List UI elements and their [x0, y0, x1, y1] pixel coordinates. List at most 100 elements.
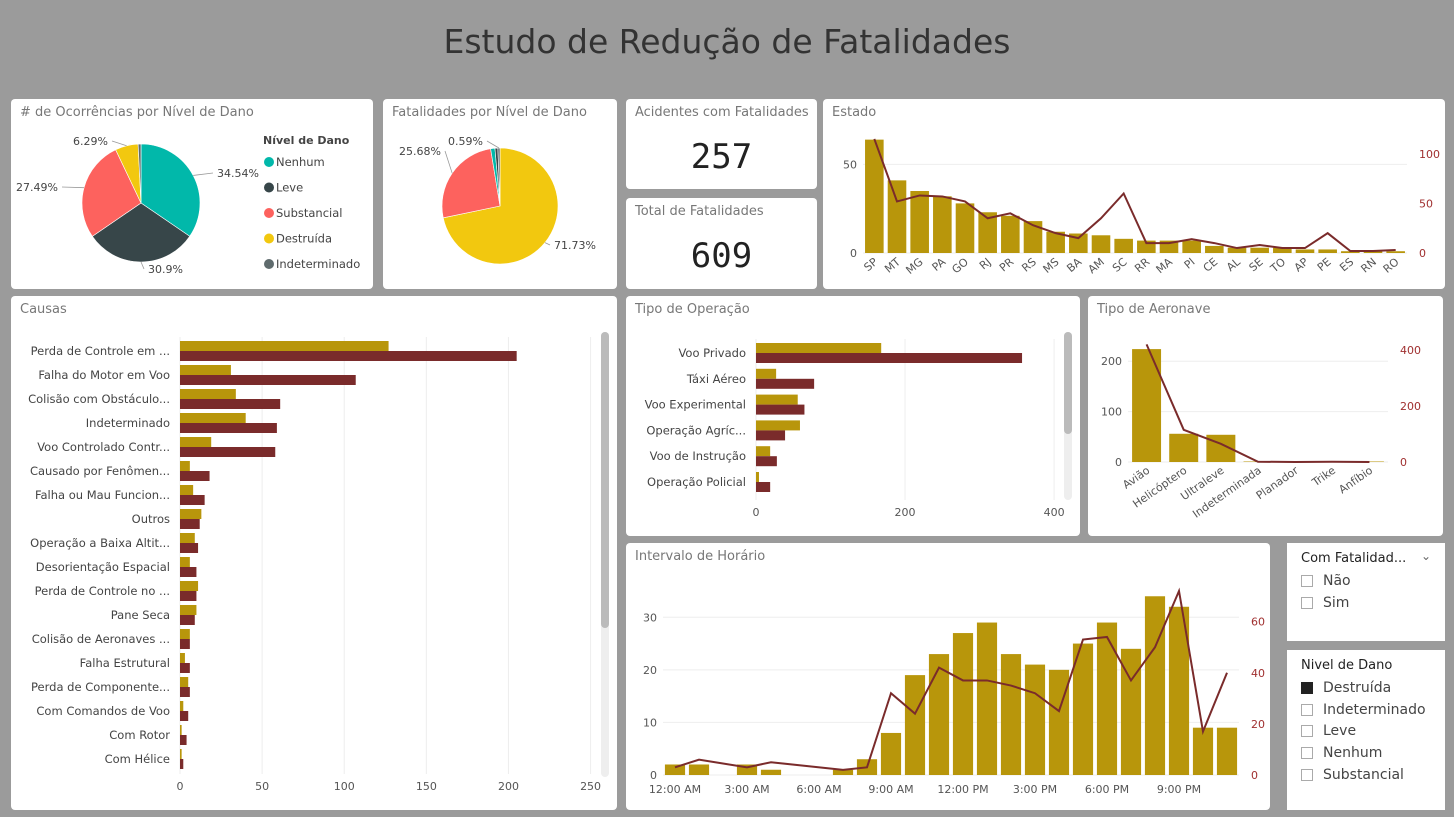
y-tick-right: 0: [1251, 769, 1258, 782]
x-tick: ES: [1337, 255, 1356, 274]
x-tick: MA: [1154, 255, 1176, 276]
card-fatalidades-pie[interactable]: Fatalidades por Nível de Dano 71.73% 25.6…: [383, 99, 617, 289]
y-tick-left: 30: [643, 611, 657, 624]
pie-ocorrencias[interactable]: 34.54% 30.9% 27.49% 6.29% Nível de Dano Nenhu…: [11, 99, 373, 289]
slicer-option-destruida[interactable]: Destruída: [1301, 680, 1391, 696]
x-tick: 0: [177, 780, 184, 793]
card-causas[interactable]: Causas 0 50 100 150 200 250 Perda de Controle …: [11, 296, 617, 810]
checkbox[interactable]: [1301, 575, 1313, 587]
category-label: Com Hélice: [105, 752, 170, 766]
category-label: Falha Estrutural: [80, 656, 170, 670]
bar: [180, 389, 236, 399]
kpi-acidentes[interactable]: Acidentes com Fatalidades 257: [626, 99, 817, 189]
card-estado[interactable]: Estado 0 50 0 50 100 SP MT MG PA GO RJ PR RS MS BA AM SC…: [823, 99, 1445, 289]
bar: [180, 591, 197, 601]
bar: [1048, 669, 1070, 775]
bar: [664, 764, 686, 775]
card-title: Tipo de Operação: [635, 302, 750, 317]
checkbox-checked[interactable]: [1301, 682, 1313, 694]
bar: [180, 533, 195, 543]
bar: [756, 472, 759, 482]
card-operacao[interactable]: Tipo de Operação 0 200 400 Voo Privado Táxi …: [626, 296, 1080, 536]
chart-horario[interactable]: 0 10 20 30 0 20 40 60 12:00 AM 3:00 AM 6:00 AM 9:00…: [626, 543, 1270, 810]
option-label: Indeterminado: [1323, 702, 1426, 718]
slicer-option-indeterminado[interactable]: Indeterminado: [1301, 702, 1426, 718]
slicer-option-substancial[interactable]: Substancial: [1301, 767, 1404, 783]
bar: [180, 677, 189, 687]
option-label: Leve: [1323, 723, 1357, 739]
kpi-fatalidades[interactable]: Total de Fatalidades 609: [626, 198, 817, 289]
x-tick: 12:00 AM: [649, 783, 701, 796]
x-tick: BA: [1064, 255, 1084, 275]
chevron-down-icon[interactable]: ⌄: [1420, 549, 1431, 563]
data-label: 34.54%: [217, 167, 259, 180]
checkbox[interactable]: [1301, 769, 1313, 781]
kpi-value: 257: [690, 137, 753, 177]
bar: [887, 180, 907, 253]
slicer-option-nao[interactable]: Não: [1301, 573, 1351, 589]
leader-line: [193, 172, 214, 176]
kpi-label: Acidentes com Fatalidades: [635, 105, 809, 120]
bar: [756, 446, 771, 457]
series-line: [873, 138, 1396, 253]
legend-marker: [264, 157, 274, 167]
bar: [180, 725, 182, 735]
slicer-fatalidade[interactable]: Com Fatalidad... ⌄ Não Sim: [1287, 543, 1445, 641]
category-label: Voo de Instrução: [650, 449, 746, 463]
bar: [180, 413, 246, 423]
chart-causas[interactable]: 0 50 100 150 200 250 Perda de Controle em ... F…: [11, 296, 617, 810]
slicer-option-leve[interactable]: Leve: [1301, 723, 1356, 739]
bar: [832, 769, 854, 775]
data-label: 71.73%: [554, 239, 596, 252]
category-label: Falha ou Mau Funcion...: [35, 488, 170, 502]
slicer-option-sim[interactable]: Sim: [1301, 595, 1349, 611]
bar: [1046, 231, 1065, 253]
checkbox[interactable]: [1301, 597, 1313, 609]
bar: [756, 482, 771, 492]
bar: [1341, 251, 1360, 253]
bar: [180, 663, 190, 673]
data-label: 6.29%: [73, 135, 108, 148]
bar: [756, 353, 1023, 363]
bar: [756, 394, 798, 405]
legend-marker: [264, 233, 274, 244]
x-tick: RR: [1132, 255, 1152, 275]
chart-estado[interactable]: 0 50 0 50 100 SP MT MG PA GO RJ PR RS MS BA AM SC RR MA PI C…: [823, 99, 1445, 289]
legend-marker: [264, 259, 274, 269]
data-label: 30.9%: [148, 263, 183, 276]
bar: [756, 430, 786, 441]
x-tick: 9:00 AM: [868, 783, 913, 796]
bar: [760, 769, 782, 775]
card-title: Fatalidades por Nível de Dano: [392, 105, 587, 120]
x-tick: 250: [580, 780, 601, 793]
x-tick: 400: [1044, 506, 1065, 519]
slicer-nivel[interactable]: Nivel de Dano Destruída Indeterminado Le…: [1287, 650, 1445, 810]
bar: [1168, 606, 1190, 775]
x-tick: TO: [1267, 255, 1288, 276]
y-tick-right: 20: [1251, 718, 1265, 731]
pie-fatalidades[interactable]: 71.73% 25.68% 0.59%: [383, 99, 617, 289]
bar: [180, 399, 281, 409]
option-label: Sim: [1323, 595, 1350, 611]
card-aeronave[interactable]: Tipo de Aeronave 0 100 200 0 200 400 Avião Heli…: [1088, 296, 1443, 536]
x-tick: GO: [949, 255, 971, 276]
bar: [1295, 249, 1315, 253]
bar: [180, 567, 197, 577]
chart-operacao[interactable]: 0 200 400 Voo Privado Táxi Aéreo Voo Experime…: [626, 296, 1080, 536]
slicer-option-nenhum[interactable]: Nenhum: [1301, 745, 1382, 761]
checkbox[interactable]: [1301, 725, 1313, 737]
bar: [180, 423, 277, 433]
checkbox[interactable]: [1301, 747, 1313, 759]
x-tick: RJ: [977, 255, 994, 272]
checkbox[interactable]: [1301, 704, 1313, 716]
card-ocorrencias[interactable]: # de Ocorrências por Nível de Dano 34.54…: [11, 99, 373, 289]
legend-item: Substancial: [276, 206, 342, 220]
chart-aeronave[interactable]: 01002000200400AviãoHelicópteroUltraleveI…: [1088, 296, 1443, 536]
x-tick: RS: [1019, 255, 1039, 274]
bar: [180, 447, 276, 457]
bar: [756, 420, 800, 431]
card-title: Tipo de Aeronave: [1097, 302, 1211, 317]
y-tick-right: 0: [1419, 247, 1426, 260]
option-label: Não: [1323, 573, 1351, 589]
card-horario[interactable]: Intervalo de Horário 0 10 20 30 0 20 40 60 12:00…: [626, 543, 1270, 810]
